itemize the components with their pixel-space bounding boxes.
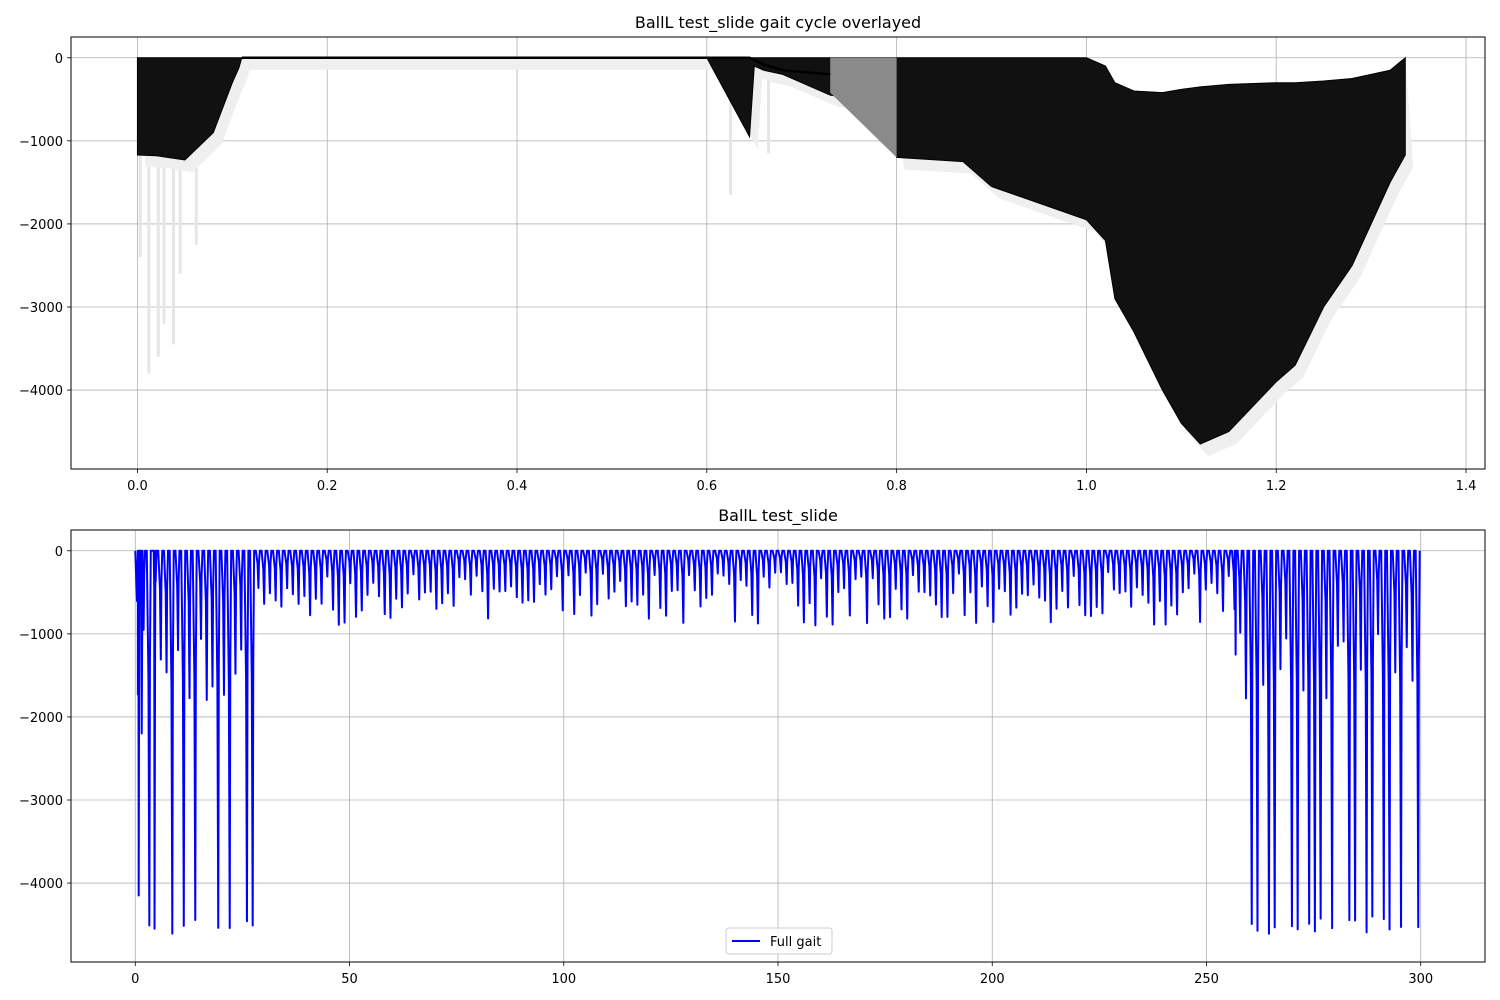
transition-band	[830, 57, 897, 158]
full-gait-line	[134, 549, 1421, 935]
gait-cycle-overlay-chart: 0.0 0.2 0.4 0.6 0.8 1.0 1.2 1.4 0 −1000 −2000 −3000…	[19, 13, 1486, 494]
x-tick-label: 250	[1194, 972, 1219, 987]
axis-ticks: 0 50 100 150 200 250 300 0 −1000 −2000 −3000 −4000	[19, 545, 1433, 987]
y-tick-label: 0	[55, 52, 63, 67]
x-tick-label: 0.6	[696, 479, 717, 494]
x-tick-label: 0	[131, 972, 139, 987]
x-tick-label: 0.4	[507, 479, 528, 494]
axis-ticks: 0.0 0.2 0.4 0.6 0.8 1.0 1.2 1.4 0 −1000 −2000 −3000…	[19, 52, 1476, 494]
y-tick-label: −3000	[19, 301, 63, 316]
full-gait-series	[134, 549, 1421, 935]
y-tick-label: −2000	[19, 218, 63, 233]
x-tick-label: 300	[1408, 972, 1433, 987]
x-tick-label: 1.4	[1456, 479, 1477, 494]
x-tick-label: 1.2	[1266, 479, 1287, 494]
legend: Full gait	[725, 927, 833, 955]
chart-title: BallL test_slide	[718, 506, 838, 526]
x-tick-label: 100	[551, 972, 576, 987]
legend-box	[725, 927, 833, 955]
x-tick-label: 50	[341, 972, 358, 987]
x-tick-label: 150	[766, 972, 791, 987]
y-tick-label: −1000	[19, 628, 63, 643]
x-tick-label: 0.0	[127, 479, 148, 494]
x-tick-label: 0.2	[317, 479, 338, 494]
y-tick-label: −3000	[19, 794, 63, 809]
y-tick-label: 0	[55, 545, 63, 560]
chart-title: BallL test_slide gait cycle overlayed	[635, 13, 921, 33]
legend-label: Full gait	[770, 935, 821, 950]
full-gait-chart: 0 50 100 150 200 250 3000−1000−2000−3000−4000 …	[19, 506, 1486, 987]
overlay-envelope	[136, 56, 1406, 445]
y-tick-label: −4000	[19, 877, 63, 892]
baseline-trace	[241, 56, 831, 76]
x-tick-label: 0.8	[886, 479, 907, 494]
x-tick-label: 200	[980, 972, 1005, 987]
overlay-traces	[136, 56, 1414, 457]
y-tick-label: −1000	[19, 135, 63, 150]
y-tick-label: −2000	[19, 711, 63, 726]
x-tick-label: 1.0	[1076, 479, 1097, 494]
plot-frame	[70, 36, 1486, 470]
y-tick-label: −4000	[19, 384, 63, 399]
